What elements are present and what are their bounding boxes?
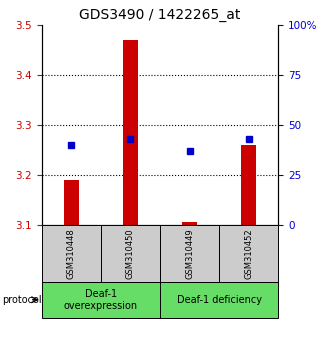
- Bar: [241, 145, 256, 225]
- Text: GSM310448: GSM310448: [67, 228, 76, 279]
- Text: GSM310450: GSM310450: [126, 228, 135, 279]
- Bar: [42, 225, 101, 282]
- Bar: [42, 282, 160, 318]
- Bar: [219, 225, 278, 282]
- Text: GSM310449: GSM310449: [185, 228, 194, 279]
- Bar: [160, 282, 278, 318]
- Text: Deaf-1 deficiency: Deaf-1 deficiency: [177, 295, 262, 305]
- Title: GDS3490 / 1422265_at: GDS3490 / 1422265_at: [79, 8, 241, 22]
- Bar: [160, 225, 219, 282]
- Bar: [182, 222, 197, 225]
- Bar: [123, 40, 138, 225]
- Text: GSM310452: GSM310452: [244, 228, 253, 279]
- Bar: [101, 225, 160, 282]
- Text: Deaf-1
overexpression: Deaf-1 overexpression: [64, 289, 138, 310]
- Bar: [64, 180, 79, 225]
- Text: protocol: protocol: [2, 295, 42, 305]
